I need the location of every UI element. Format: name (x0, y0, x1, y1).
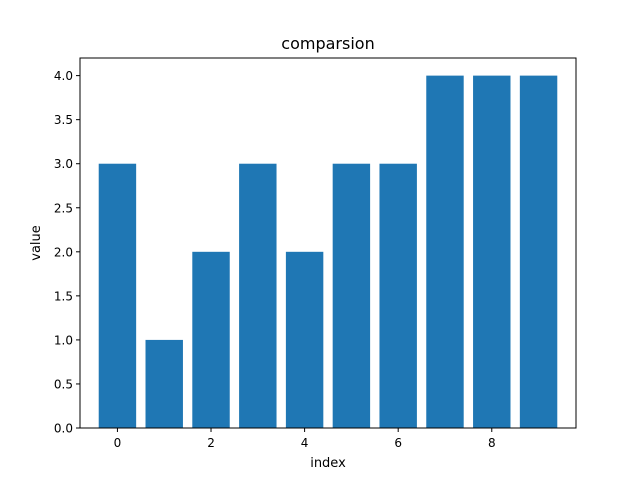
bar-9 (519, 75, 558, 428)
y-tick-label: 3.5 (54, 113, 73, 127)
y-tick-label: 0.5 (54, 377, 73, 391)
chart-title: comparsion (281, 34, 374, 53)
bar-5 (332, 163, 371, 428)
y-axis: 0.0 0.5 1.0 1.5 2.0 2.5 3.0 3.5 4.0 (54, 69, 80, 436)
y-axis-label: value (29, 225, 44, 261)
x-tick-label: 2 (207, 436, 215, 450)
y-tick-label: 1.0 (54, 333, 73, 347)
x-axis: 0 2 4 6 8 (114, 428, 496, 450)
y-tick-label: 0.0 (54, 422, 73, 436)
plot-frame (79, 57, 577, 429)
x-tick-label: 8 (488, 436, 496, 450)
bars-group (98, 75, 558, 428)
bar-8 (473, 75, 511, 428)
x-tick-label: 6 (394, 436, 402, 450)
bar-0 (98, 163, 137, 428)
y-tick-label: 4.0 (54, 69, 73, 83)
y-tick-label: 2.0 (54, 245, 73, 259)
x-axis-label: index (310, 456, 346, 471)
y-tick-label: 3.0 (54, 157, 73, 171)
bar-7 (426, 75, 464, 428)
bar-2 (192, 251, 230, 428)
bar-6 (379, 163, 417, 428)
bar-1 (145, 339, 183, 428)
x-tick-label: 0 (114, 436, 122, 450)
y-tick-label: 2.5 (54, 201, 73, 215)
y-tick-label: 1.5 (54, 289, 73, 303)
x-tick-label: 4 (301, 436, 309, 450)
bar-3 (239, 163, 277, 428)
bar-4 (285, 251, 324, 428)
